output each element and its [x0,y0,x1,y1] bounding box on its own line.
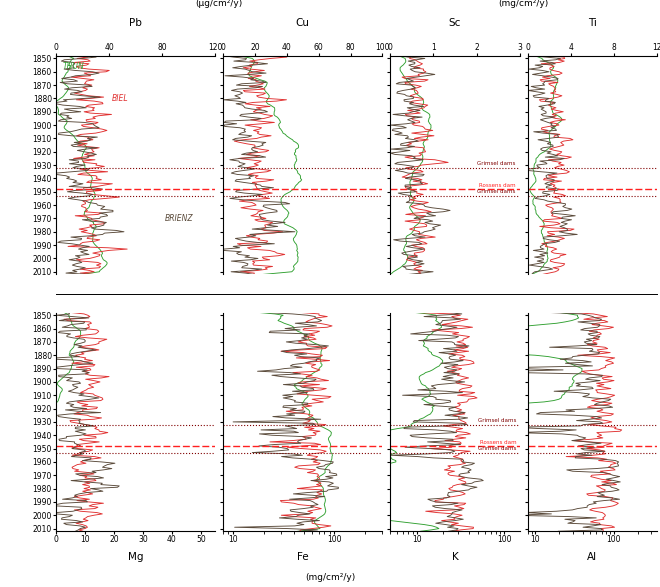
Text: BRIENZ: BRIENZ [164,214,193,223]
Text: Grimsel dams: Grimsel dams [477,190,515,194]
Text: THUN: THUN [63,62,84,71]
Text: Cu: Cu [296,18,310,28]
Text: Al: Al [587,552,597,562]
Text: Grimsel dams: Grimsel dams [478,446,516,451]
Text: BIEL: BIEL [112,94,129,103]
Text: Pb: Pb [129,18,142,28]
Text: (mg/cm²/y): (mg/cm²/y) [498,0,548,8]
Text: Fe: Fe [297,552,309,562]
Text: Ti: Ti [587,18,597,28]
Text: Mg: Mg [128,552,143,562]
Text: (mg/cm²/y): (mg/cm²/y) [305,573,355,582]
Text: Grimsel dams: Grimsel dams [478,419,516,423]
Text: Sc: Sc [449,18,461,28]
Text: Rossens dam: Rossens dam [479,183,515,188]
Text: Grimsel dams: Grimsel dams [477,161,515,167]
Text: K: K [451,552,459,562]
Text: Rossens dam: Rossens dam [480,440,516,444]
Text: (μg/cm²/y): (μg/cm²/y) [195,0,243,8]
